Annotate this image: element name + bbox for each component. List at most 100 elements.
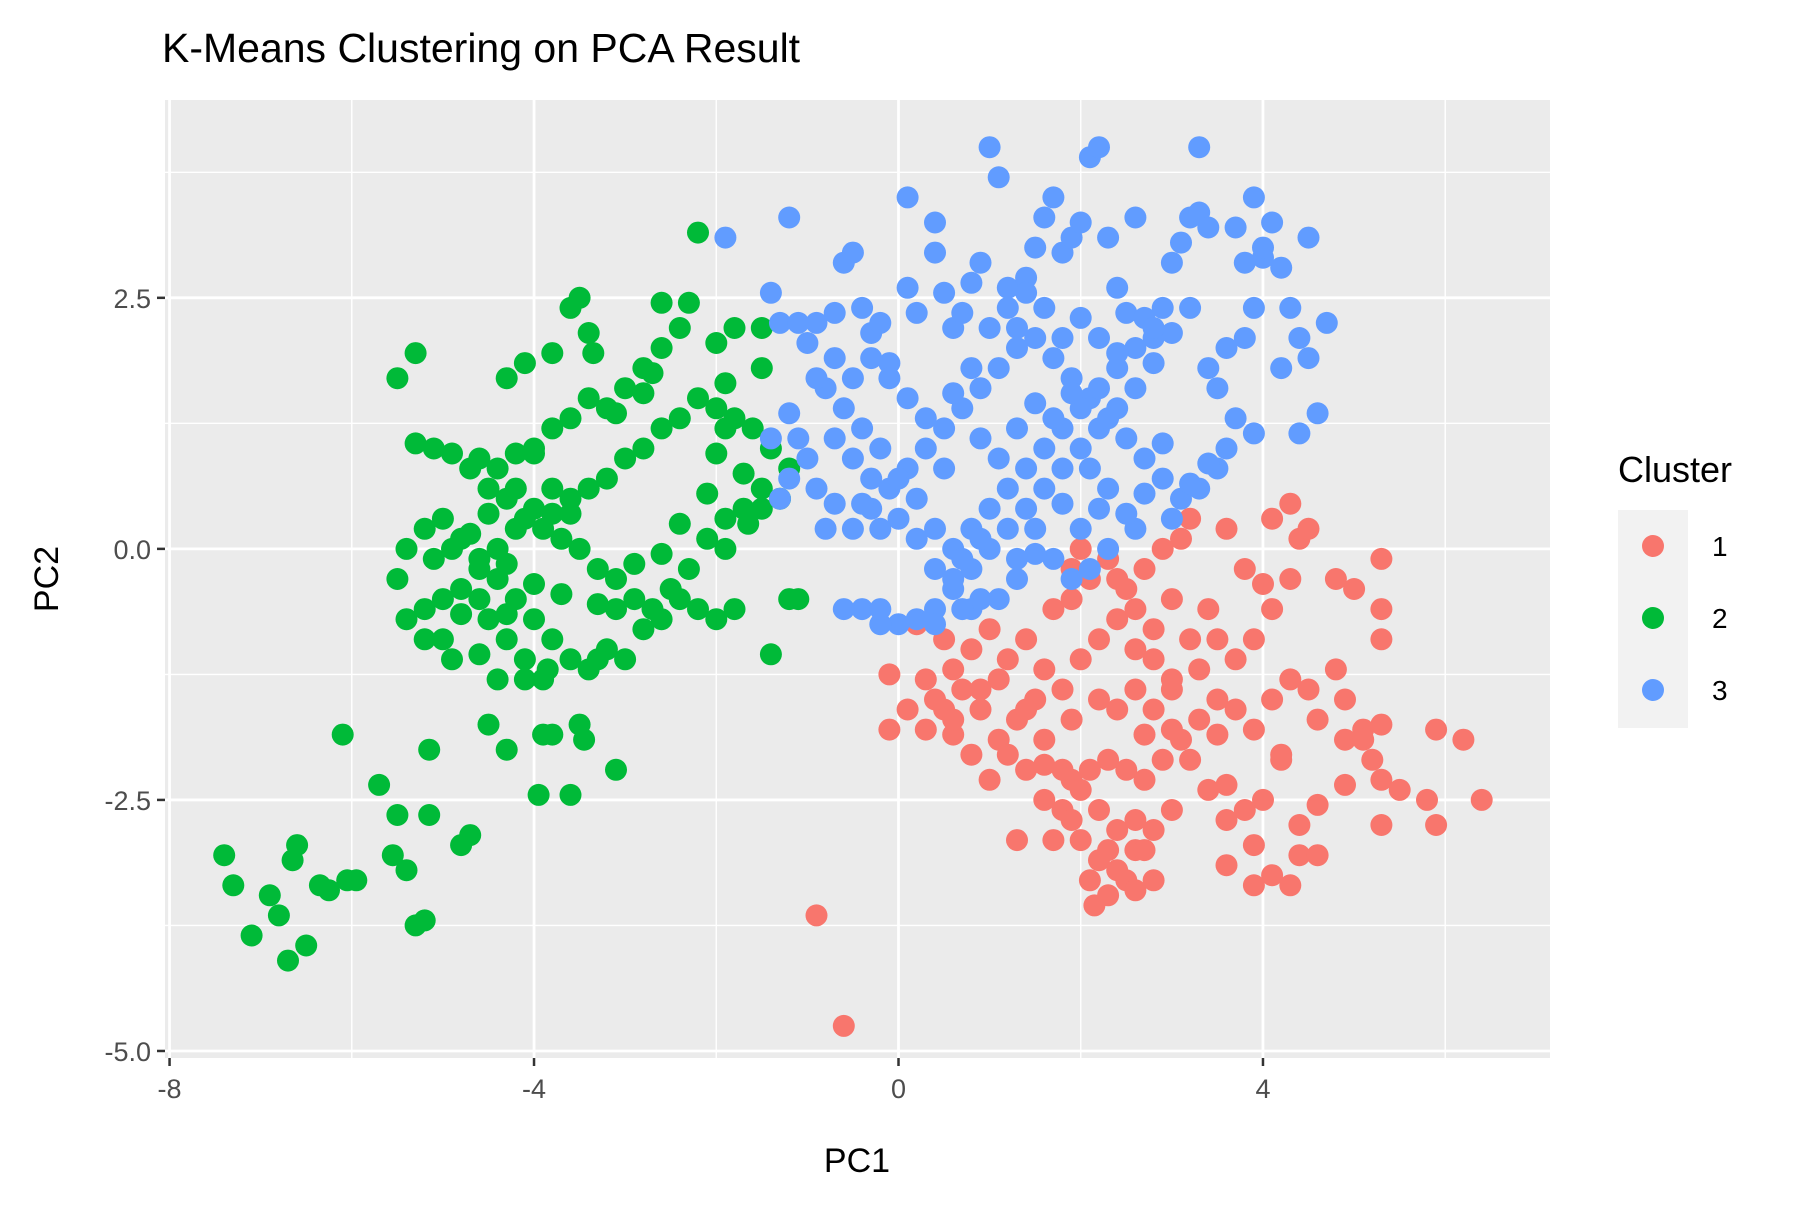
x-tick-label: -8 xyxy=(158,1074,182,1104)
data-point xyxy=(1142,618,1165,641)
data-point xyxy=(1083,894,1106,917)
data-point xyxy=(1416,788,1438,811)
data-point xyxy=(1197,216,1220,239)
data-point xyxy=(1006,829,1028,852)
data-point xyxy=(345,869,368,892)
data-point xyxy=(1042,407,1065,430)
data-point xyxy=(832,1014,855,1037)
data-point xyxy=(1324,658,1347,681)
data-point xyxy=(1106,819,1129,841)
data-point xyxy=(368,773,391,796)
data-point xyxy=(1015,628,1038,651)
data-point xyxy=(1097,537,1120,560)
data-point xyxy=(1088,799,1110,821)
data-point xyxy=(541,417,564,440)
data-point xyxy=(477,608,500,631)
data-point xyxy=(1288,422,1311,445)
data-point xyxy=(969,427,992,450)
data-point xyxy=(1060,382,1083,405)
data-point xyxy=(878,663,901,686)
data-point xyxy=(605,598,627,621)
data-point xyxy=(851,598,874,621)
data-point xyxy=(441,442,463,465)
data-point xyxy=(1006,568,1028,590)
data-point xyxy=(996,477,1019,500)
data-point xyxy=(541,342,564,365)
data-point xyxy=(577,322,600,344)
data-point xyxy=(960,638,983,661)
data-point xyxy=(750,477,773,500)
data-point xyxy=(577,477,600,500)
data-point xyxy=(696,482,719,505)
data-point xyxy=(213,844,236,867)
data-point xyxy=(741,417,764,440)
data-point xyxy=(577,387,600,410)
data-point xyxy=(869,437,892,460)
data-point xyxy=(969,527,992,550)
data-point xyxy=(714,372,737,395)
data-point xyxy=(1133,768,1156,791)
data-point xyxy=(1088,688,1110,711)
data-point xyxy=(513,648,536,671)
data-point xyxy=(1015,281,1038,304)
data-point xyxy=(1224,648,1247,671)
data-point xyxy=(1279,874,1302,897)
data-point xyxy=(759,643,782,666)
data-point xyxy=(1160,718,1183,741)
data-point xyxy=(395,608,418,631)
data-point xyxy=(1088,327,1110,349)
data-point xyxy=(969,377,992,400)
data-point xyxy=(523,442,545,465)
data-point xyxy=(1015,758,1038,781)
data-point xyxy=(1179,296,1202,319)
data-point xyxy=(787,427,810,450)
data-point xyxy=(942,568,965,590)
data-point xyxy=(1179,628,1202,651)
data-point xyxy=(1297,517,1320,540)
data-point xyxy=(805,367,828,390)
data-point xyxy=(1142,819,1165,841)
data-point xyxy=(787,588,810,611)
data-point xyxy=(1188,708,1211,731)
data-point xyxy=(650,417,673,440)
data-point xyxy=(504,477,527,500)
data-point xyxy=(969,698,992,721)
data-point xyxy=(759,281,782,304)
data-point xyxy=(523,497,545,520)
data-point xyxy=(896,186,919,209)
legend-item-1: 1 xyxy=(1642,531,1728,562)
data-point xyxy=(1370,768,1393,791)
legend-label: 1 xyxy=(1712,531,1728,562)
data-point xyxy=(1033,788,1056,811)
data-point xyxy=(523,573,545,595)
data-point xyxy=(1242,874,1265,897)
data-point xyxy=(1197,452,1220,475)
data-point xyxy=(1188,136,1211,159)
data-point xyxy=(1078,457,1101,480)
data-point xyxy=(1106,568,1129,590)
data-point xyxy=(1160,668,1183,691)
legend-key xyxy=(1642,607,1664,629)
data-point xyxy=(951,598,974,621)
data-point xyxy=(1024,517,1047,540)
data-point xyxy=(1224,698,1247,721)
legend-label: 3 xyxy=(1712,675,1728,706)
data-point xyxy=(1124,678,1147,701)
data-point xyxy=(1124,638,1147,661)
data-point xyxy=(477,713,500,736)
data-point xyxy=(668,407,691,430)
data-point xyxy=(1124,206,1147,229)
data-point xyxy=(477,502,500,525)
data-point xyxy=(805,477,828,500)
chart-title: K-Means Clustering on PCA Result xyxy=(162,25,801,71)
data-point xyxy=(1142,869,1165,892)
data-point xyxy=(1142,648,1165,671)
data-point xyxy=(996,276,1019,299)
data-point xyxy=(1042,347,1065,370)
data-point xyxy=(1006,317,1028,339)
data-point xyxy=(504,442,527,465)
series-3-points xyxy=(714,136,1338,636)
data-point xyxy=(705,397,728,420)
data-point xyxy=(869,517,892,540)
